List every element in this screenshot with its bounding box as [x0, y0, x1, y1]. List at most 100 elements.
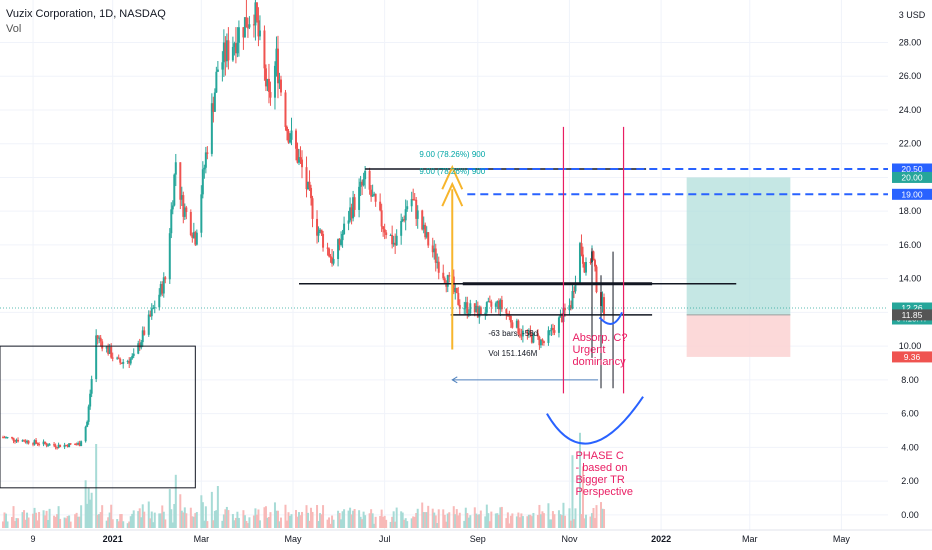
volume-bar [27, 517, 30, 528]
candle-body [12, 437, 15, 441]
candle-body [203, 167, 206, 170]
candle-body [33, 440, 36, 445]
volume-bar [442, 509, 445, 528]
y-tick-label: 6.00 [901, 409, 919, 419]
candle-body [311, 198, 314, 219]
volume-bar [581, 466, 584, 528]
volume-bar [557, 510, 560, 528]
candle-body [285, 126, 288, 132]
volume-bar [443, 514, 446, 528]
candle-body [457, 293, 460, 305]
volume-bar [99, 512, 102, 528]
volume-bar [284, 504, 287, 528]
candle-body [80, 441, 83, 447]
candle-body [287, 131, 290, 143]
candle-body [433, 248, 436, 253]
volume-bar [287, 512, 290, 528]
volume-bar [95, 444, 98, 528]
candle-body [24, 441, 27, 443]
candle-body [75, 444, 78, 446]
volume-bar [350, 514, 353, 528]
candle-body [497, 301, 500, 310]
price-tag-value: 9.36 [904, 352, 921, 362]
volume-bar [311, 511, 314, 528]
candle-body [295, 130, 297, 149]
volume-bar [288, 515, 291, 528]
volume-bar [180, 510, 183, 528]
volume-bar [455, 509, 458, 528]
candle-body [159, 284, 162, 295]
volume-bar [326, 519, 329, 528]
volume-bar [36, 520, 39, 528]
candle-body [168, 233, 171, 280]
phase-c-note: Bigger TR [575, 474, 624, 486]
volume-bar [296, 516, 299, 528]
volume-bar [370, 509, 373, 528]
volume-bar [550, 519, 553, 528]
volume-bar [332, 519, 335, 528]
volume-bar [132, 510, 135, 528]
volume-bar [65, 518, 68, 528]
candle-body [494, 303, 497, 307]
volume-bar [436, 523, 439, 528]
candle-body [434, 248, 437, 263]
candle-body [415, 199, 418, 219]
volume-bar [340, 519, 343, 528]
candle-body [174, 162, 177, 175]
candle-body [57, 444, 60, 448]
candle-body [44, 441, 47, 444]
volume-indicator-label[interactable]: Vol [6, 23, 22, 35]
candle-body [42, 441, 45, 445]
volume-bar [191, 516, 194, 528]
volume-bar [84, 480, 87, 528]
candle-body [183, 207, 186, 217]
volume-bar [511, 513, 514, 528]
volume-bar [320, 514, 323, 528]
candle-body [427, 232, 430, 246]
volume-bar [401, 512, 404, 528]
absorption-note: dominancy [572, 356, 626, 368]
candle-body [11, 437, 14, 439]
candle-body [379, 201, 382, 211]
volume-bar [24, 519, 27, 528]
candle-body [406, 206, 409, 210]
volume-bar [225, 506, 228, 528]
candle-body [395, 235, 398, 246]
candle-body [581, 254, 584, 264]
candle-body [35, 440, 38, 444]
fib-upper-label: 9.00 (78.26%) 900 [419, 150, 485, 159]
volume-bar [129, 516, 132, 528]
volume-bar [179, 494, 182, 528]
candle-body [337, 239, 340, 259]
candle-body [550, 327, 553, 331]
candle-body [332, 258, 335, 264]
candle-body [224, 42, 227, 62]
volume-bar [299, 515, 302, 528]
candle-body [248, 24, 251, 28]
volume-bar [403, 519, 406, 528]
volume-bar [466, 513, 469, 528]
candle-body [560, 314, 563, 322]
candle-body [27, 440, 30, 444]
volume-bar [290, 514, 293, 528]
volume-bar [515, 516, 518, 528]
volume-bar [446, 513, 449, 528]
volume-bar [538, 504, 541, 528]
candle-body [206, 152, 209, 154]
candle-body [326, 247, 329, 249]
candle-body [200, 194, 203, 233]
volume-bar [445, 521, 448, 528]
candle-body [517, 320, 520, 334]
volume-bar [195, 512, 198, 528]
volume-bar [68, 515, 71, 528]
volume-bar [212, 520, 215, 528]
candle-body [319, 229, 322, 232]
candle-body [245, 17, 248, 28]
candle-body [63, 444, 66, 448]
volume-bar [14, 521, 17, 528]
volume-bar [2, 521, 5, 528]
candle-body [603, 297, 606, 315]
candle-body [98, 337, 101, 339]
candle-body [116, 357, 119, 359]
